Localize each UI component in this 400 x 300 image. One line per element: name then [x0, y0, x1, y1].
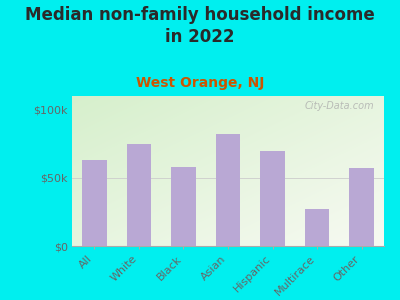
Bar: [260, 151, 285, 246]
Bar: [305, 209, 330, 246]
Text: City-Data.com: City-Data.com: [305, 100, 375, 110]
Bar: [216, 134, 240, 246]
Bar: [126, 144, 151, 246]
Bar: [350, 168, 374, 246]
Bar: [171, 167, 196, 246]
Text: Median non-family household income
in 2022: Median non-family household income in 20…: [25, 6, 375, 46]
Bar: [82, 160, 106, 246]
Text: West Orange, NJ: West Orange, NJ: [136, 76, 264, 91]
